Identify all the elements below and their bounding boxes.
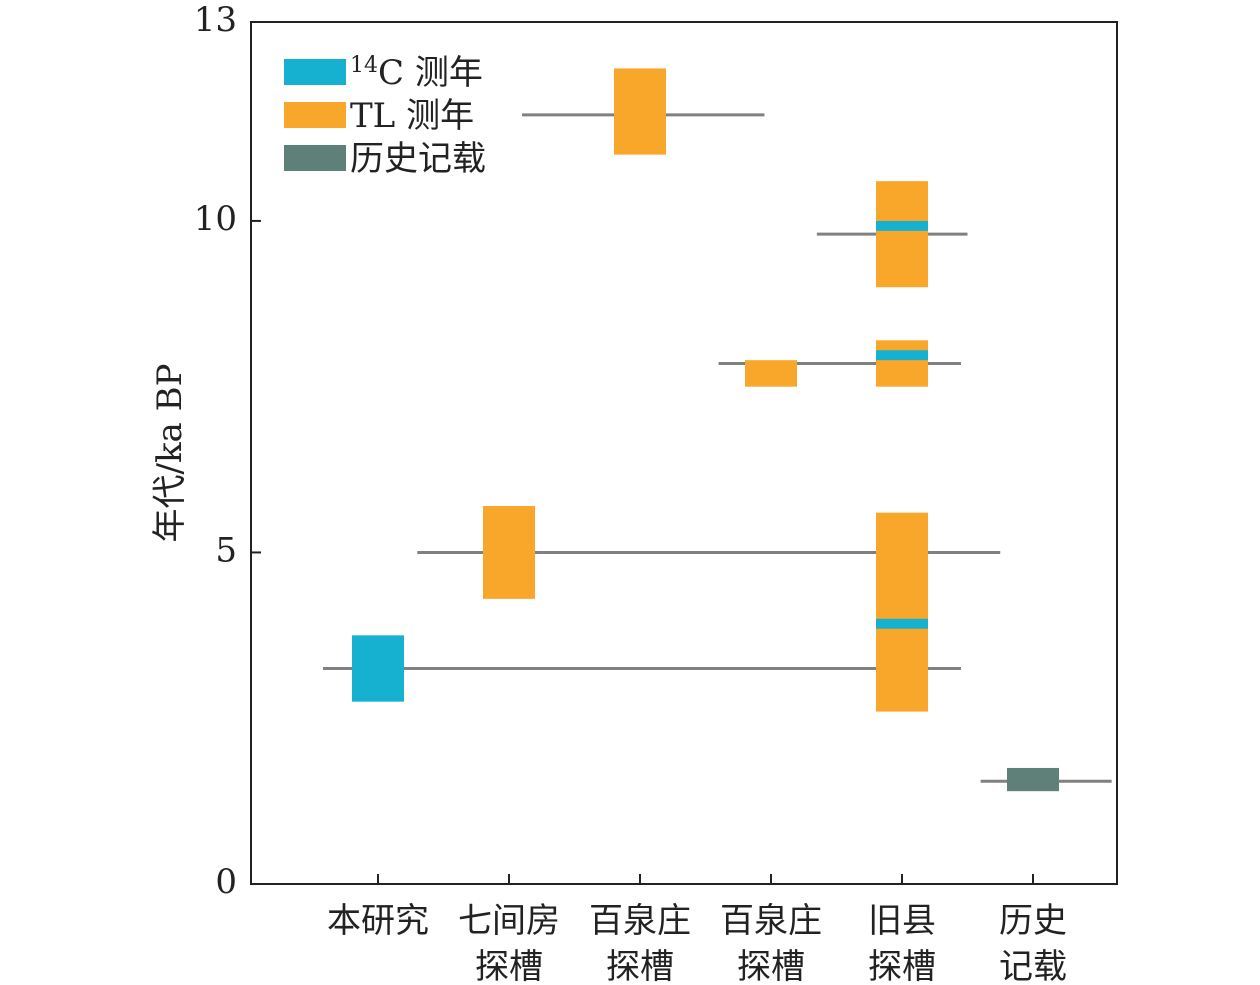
y-tick-label-5: 5 [215, 530, 237, 570]
category-label-3: 百泉庄 [589, 901, 691, 941]
range-bar-tl-7 [876, 340, 928, 387]
legend-label-history: 历史记载 [350, 139, 486, 179]
range-bar-tl-3 [614, 68, 666, 155]
y-tick-label-0: 0 [215, 862, 237, 902]
range-bar-c14-1 [352, 635, 404, 702]
legend-superscript: 14 [350, 53, 378, 78]
category-label-2: 七间房 [458, 901, 560, 941]
range-bar-tl-4 [745, 360, 797, 387]
range-bar-c14-8 [876, 350, 928, 361]
category-label-5: 旧县 [868, 901, 936, 941]
legend-swatch-tl [284, 102, 346, 128]
category-label-3-line2: 探槽 [606, 947, 674, 985]
plot-frame [250, 21, 1118, 885]
range-bar-tl-2 [483, 506, 535, 599]
y-tick-label-13: 13 [194, 0, 237, 40]
range-bar-tl-5 [876, 181, 928, 288]
y-axis-label: 年代/ka BP [150, 364, 190, 543]
legend-swatch-history [284, 145, 346, 171]
category-label-2-line2: 探槽 [475, 947, 543, 985]
y-tick-label-10: 10 [194, 199, 237, 239]
category-label-4-line2: 探槽 [737, 947, 805, 985]
category-label-6-line2: 记载 [999, 947, 1067, 985]
category-label-6: 历史 [999, 901, 1067, 941]
range-bar-c14-6 [876, 220, 928, 231]
category-label-5-line2: 探槽 [868, 947, 936, 985]
legend-swatch-c14 [284, 59, 346, 85]
range-bar-c14-10 [876, 618, 928, 629]
legend-label-c14: 14C 测年 [350, 53, 483, 93]
category-label-4: 百泉庄 [720, 901, 822, 941]
category-label-1: 本研究 [327, 901, 429, 941]
range-bar-history-11 [1007, 767, 1059, 792]
range-bar-tl-9 [876, 512, 928, 712]
legend-label-text: C 测年 [378, 53, 483, 93]
y-axis: 0 5 10 13 [194, 0, 261, 902]
plot-marks [322, 68, 1112, 792]
legend-label-tl: TL 测年 [350, 96, 474, 136]
